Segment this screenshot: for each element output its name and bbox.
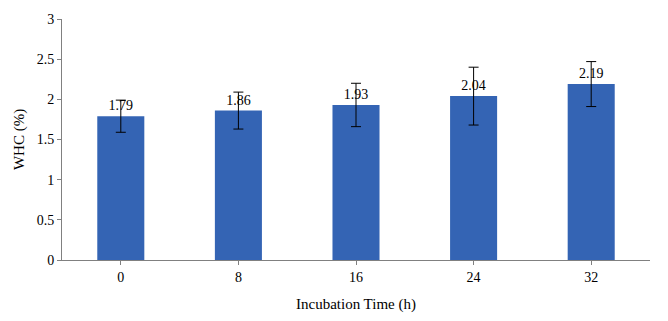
svg-text:1.5: 1.5: [37, 132, 55, 147]
svg-text:2.19: 2.19: [579, 66, 604, 81]
svg-text:1: 1: [47, 173, 54, 188]
svg-text:8: 8: [235, 270, 242, 285]
svg-text:1.79: 1.79: [109, 98, 134, 113]
svg-text:0: 0: [47, 253, 54, 268]
svg-text:16: 16: [349, 270, 363, 285]
svg-text:Incubation Time (h): Incubation Time (h): [296, 296, 416, 313]
svg-text:0.5: 0.5: [37, 213, 55, 228]
svg-text:24: 24: [467, 270, 481, 285]
svg-text:2.04: 2.04: [461, 78, 486, 93]
svg-text:2: 2: [47, 92, 54, 107]
svg-text:32: 32: [584, 270, 598, 285]
svg-text:1.93: 1.93: [344, 87, 369, 102]
svg-text:3: 3: [47, 12, 54, 27]
svg-text:WHC (%): WHC (%): [11, 109, 28, 170]
svg-text:0: 0: [117, 270, 124, 285]
svg-text:2.5: 2.5: [37, 52, 55, 67]
svg-text:1.86: 1.86: [226, 93, 251, 108]
